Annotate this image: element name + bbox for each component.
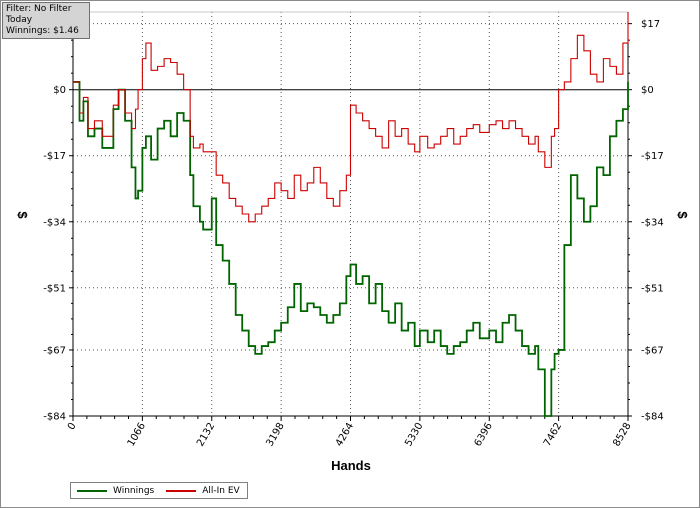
series-layer [73, 12, 629, 417]
x-tick-label: 1066 [126, 421, 148, 449]
y-tick-label-left: -$51 [43, 283, 66, 294]
grid-lines [73, 12, 628, 416]
x-axis: 0 1066 2132 3198 4264 5330 6396 7462 8528 [66, 416, 634, 449]
x-tick-label: 8528 [611, 421, 633, 449]
filter-label: Filter: No Filter [6, 4, 72, 14]
y-tick-label-right: -$67 [641, 345, 664, 356]
y-axis-right-title: $ [675, 211, 690, 219]
y-tick-label-left: -$67 [43, 345, 66, 356]
y-tick-label-right: -$84 [641, 412, 664, 423]
date-range-label: Today [6, 15, 33, 25]
series-line-all-in-ev [73, 12, 629, 223]
legend-swatch-all-in-ev [166, 489, 197, 492]
legend-label-winnings: Winnings [113, 485, 155, 496]
legend: Winnings All-In EV [70, 482, 248, 499]
x-tick-label: 2132 [195, 421, 217, 449]
y-axis-left-title: $ [15, 211, 30, 219]
x-tick-label: 4264 [334, 421, 356, 449]
series-line-winnings [73, 81, 629, 417]
x-tick-label: 6396 [473, 421, 495, 449]
winnings-total-label: Winnings: $1.46 [6, 26, 79, 36]
y-axis-right: $17 $0 -$17 -$34 -$51 -$67 -$84 [628, 19, 664, 423]
y-tick-label-right: -$51 [641, 283, 664, 294]
legend-swatch-winnings [77, 489, 107, 492]
x-tick-label: 0 [66, 421, 79, 432]
y-axis-left: $17$0-$17-$34-$51-$67-$84 [43, 19, 73, 423]
x-tick-label: 7462 [542, 421, 564, 449]
y-tick-label-left: -$17 [43, 151, 66, 162]
x-tick-label: 3198 [264, 421, 286, 449]
legend-item-winnings: Winnings [77, 486, 154, 496]
y-tick-label-right: $0 [641, 85, 654, 96]
y-tick-label-right: -$34 [641, 217, 664, 228]
legend-label-all-in-ev: All-In EV [202, 485, 240, 496]
y-tick-label-left: -$84 [43, 412, 66, 423]
y-tick-label-right: $17 [641, 19, 660, 30]
y-tick-label-right: -$17 [641, 151, 664, 162]
y-tick-label-left: $0 [53, 85, 66, 96]
x-axis-title: Hands [331, 458, 371, 473]
legend-item-all-in-ev: All-In EV [166, 485, 240, 496]
y-tick-label-left: -$34 [43, 217, 66, 228]
filter-info-box: Filter: No Filter Today Winnings: $1.46 [2, 2, 90, 39]
x-tick-label: 5330 [403, 421, 425, 449]
